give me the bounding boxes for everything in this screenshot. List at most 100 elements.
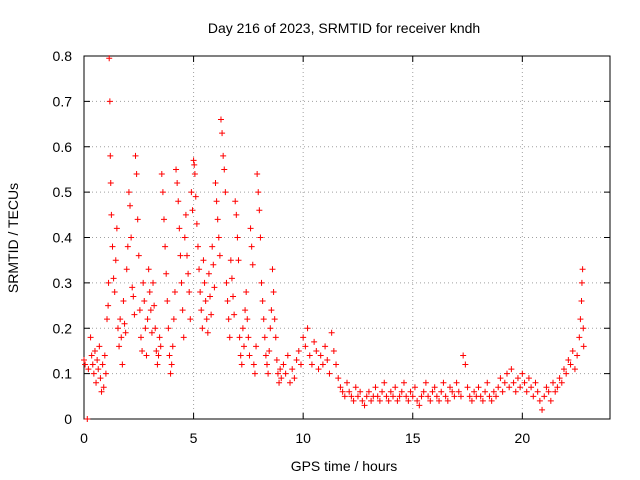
data-point <box>273 357 280 364</box>
data-point <box>148 329 155 336</box>
data-point <box>105 279 112 286</box>
data-point <box>90 370 97 377</box>
data-point <box>277 366 284 373</box>
data-point <box>194 243 201 250</box>
data-point <box>175 198 182 205</box>
data-point <box>153 347 160 354</box>
data-point <box>237 352 244 359</box>
data-point <box>184 252 191 259</box>
data-point <box>118 334 125 341</box>
data-point <box>482 388 489 395</box>
data-point <box>155 352 162 359</box>
data-point <box>88 352 95 359</box>
data-point <box>102 370 109 377</box>
data-point <box>117 316 124 323</box>
data-point <box>97 375 104 382</box>
data-point <box>95 366 102 373</box>
data-point <box>390 393 397 400</box>
data-point <box>224 298 231 305</box>
data-point <box>94 357 101 364</box>
data-point <box>231 311 238 318</box>
data-point <box>556 375 563 382</box>
data-point <box>427 397 434 404</box>
chart-title: Day 216 of 2023, SRMTID for receiver knd… <box>208 20 480 36</box>
data-point <box>205 270 212 277</box>
data-point <box>191 161 198 168</box>
data-point <box>120 298 127 305</box>
data-point <box>191 170 198 177</box>
data-point <box>182 211 189 218</box>
data-point <box>357 388 364 395</box>
data-point <box>530 393 537 400</box>
data-point <box>266 347 273 354</box>
data-point <box>510 379 517 386</box>
data-point <box>341 393 348 400</box>
data-point <box>225 316 232 323</box>
data-point <box>268 307 275 314</box>
data-point <box>242 307 249 314</box>
data-point <box>543 384 550 391</box>
data-point <box>106 55 113 62</box>
data-point <box>508 366 515 373</box>
data-point <box>142 325 149 332</box>
data-point <box>210 261 217 268</box>
y-tick-label: 0.7 <box>53 93 73 109</box>
data-point <box>317 352 324 359</box>
data-point <box>365 388 372 395</box>
data-point <box>324 357 331 364</box>
data-point <box>528 384 535 391</box>
data-point <box>578 279 585 286</box>
data-point <box>260 316 267 323</box>
data-point <box>239 325 246 332</box>
data-point <box>335 375 342 382</box>
data-point <box>114 325 121 332</box>
x-tick-label: 10 <box>295 430 311 446</box>
data-point <box>234 234 241 241</box>
data-point <box>157 343 164 350</box>
data-point <box>563 370 570 377</box>
data-point <box>521 379 528 386</box>
data-point <box>385 397 392 404</box>
data-point <box>192 193 199 200</box>
data-point <box>383 393 390 400</box>
data-point <box>105 302 112 309</box>
data-point <box>244 316 251 323</box>
data-point <box>271 316 278 323</box>
data-point <box>333 361 340 368</box>
data-point <box>418 393 425 400</box>
data-point <box>85 366 92 373</box>
data-point <box>132 152 139 159</box>
y-tick-label: 0.8 <box>53 48 73 64</box>
data-point <box>394 397 401 404</box>
data-point <box>123 266 130 273</box>
data-point <box>247 225 254 232</box>
data-point <box>143 352 150 359</box>
data-point <box>398 388 405 395</box>
data-point <box>363 393 370 400</box>
data-point <box>135 252 142 259</box>
data-point <box>539 406 546 413</box>
data-point <box>328 329 335 336</box>
data-point <box>158 170 165 177</box>
data-point <box>258 279 265 286</box>
data-point <box>110 275 117 282</box>
data-point <box>293 357 300 364</box>
data-point <box>141 298 148 305</box>
grid <box>84 56 610 419</box>
data-point <box>477 393 484 400</box>
data-point <box>166 352 173 359</box>
x-axis-label: GPS time / hours <box>291 458 398 474</box>
data-point <box>541 393 548 400</box>
data-point <box>81 357 87 364</box>
data-point <box>440 379 447 386</box>
data-point <box>392 384 399 391</box>
data-point <box>270 288 277 295</box>
y-tick-label: 0.2 <box>53 320 73 336</box>
data-point <box>433 393 440 400</box>
data-point <box>89 361 96 368</box>
data-point <box>322 343 329 350</box>
data-point <box>352 384 359 391</box>
data-point <box>451 393 458 400</box>
data-point <box>106 98 113 105</box>
